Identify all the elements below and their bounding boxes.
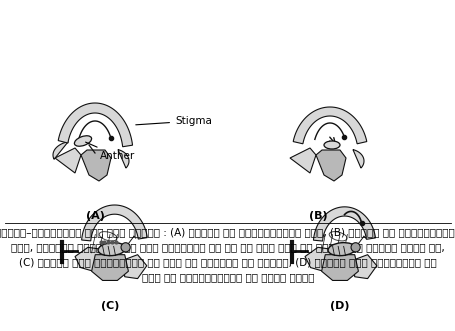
Text: (A): (A) (86, 211, 104, 221)
Ellipse shape (74, 136, 91, 146)
Circle shape (121, 243, 130, 252)
Circle shape (350, 243, 359, 252)
Polygon shape (293, 107, 366, 144)
Polygon shape (352, 150, 363, 168)
Ellipse shape (327, 243, 355, 256)
Polygon shape (58, 103, 132, 147)
Ellipse shape (98, 243, 125, 256)
Polygon shape (321, 255, 358, 280)
Polygon shape (91, 255, 128, 280)
Polygon shape (315, 150, 345, 181)
Polygon shape (313, 207, 374, 241)
Ellipse shape (99, 232, 117, 241)
Polygon shape (352, 255, 376, 279)
Polygon shape (81, 205, 147, 241)
Polygon shape (304, 247, 332, 271)
Text: Stigma: Stigma (136, 116, 212, 126)
Text: Anther: Anther (86, 142, 135, 161)
Polygon shape (75, 247, 102, 271)
Polygon shape (118, 150, 129, 168)
Text: (C): (C) (101, 301, 119, 311)
Polygon shape (122, 255, 147, 279)
Text: (C) पुष्प में मधुमक्खी की पीठ पर परागकण का झड़ना, (D) पुष्प में मधुमक्खी की: (C) पुष्प में मधुमक्खी की पीठ पर परागकण … (19, 257, 436, 267)
Text: (B): (B) (308, 211, 327, 221)
Ellipse shape (329, 232, 346, 241)
Ellipse shape (324, 141, 339, 149)
Text: पीठ पर वर्तिकाग्र का रगड़ खाना: पीठ पर वर्तिकाग्र का रगड़ खाना (142, 272, 313, 282)
Polygon shape (53, 142, 68, 159)
Text: काट, जिसमें पुंकेसर की गति दर्शायी गई है जब इसे तीर की दिशा में दबाया जाता है,: काट, जिसमें पुंकेसर की गति दर्शायी गई है… (11, 242, 444, 252)
Polygon shape (55, 148, 81, 173)
Text: चित्र–सैल्विया में कीट परागण : (A) पुष्प की अनुदैर्घ्य काट, (B) पुष्प की अनुदैर्: चित्र–सैल्विया में कीट परागण : (A) पुष्प… (0, 227, 455, 237)
Text: (D): (D) (329, 301, 349, 311)
Polygon shape (289, 148, 315, 173)
Polygon shape (81, 150, 111, 181)
